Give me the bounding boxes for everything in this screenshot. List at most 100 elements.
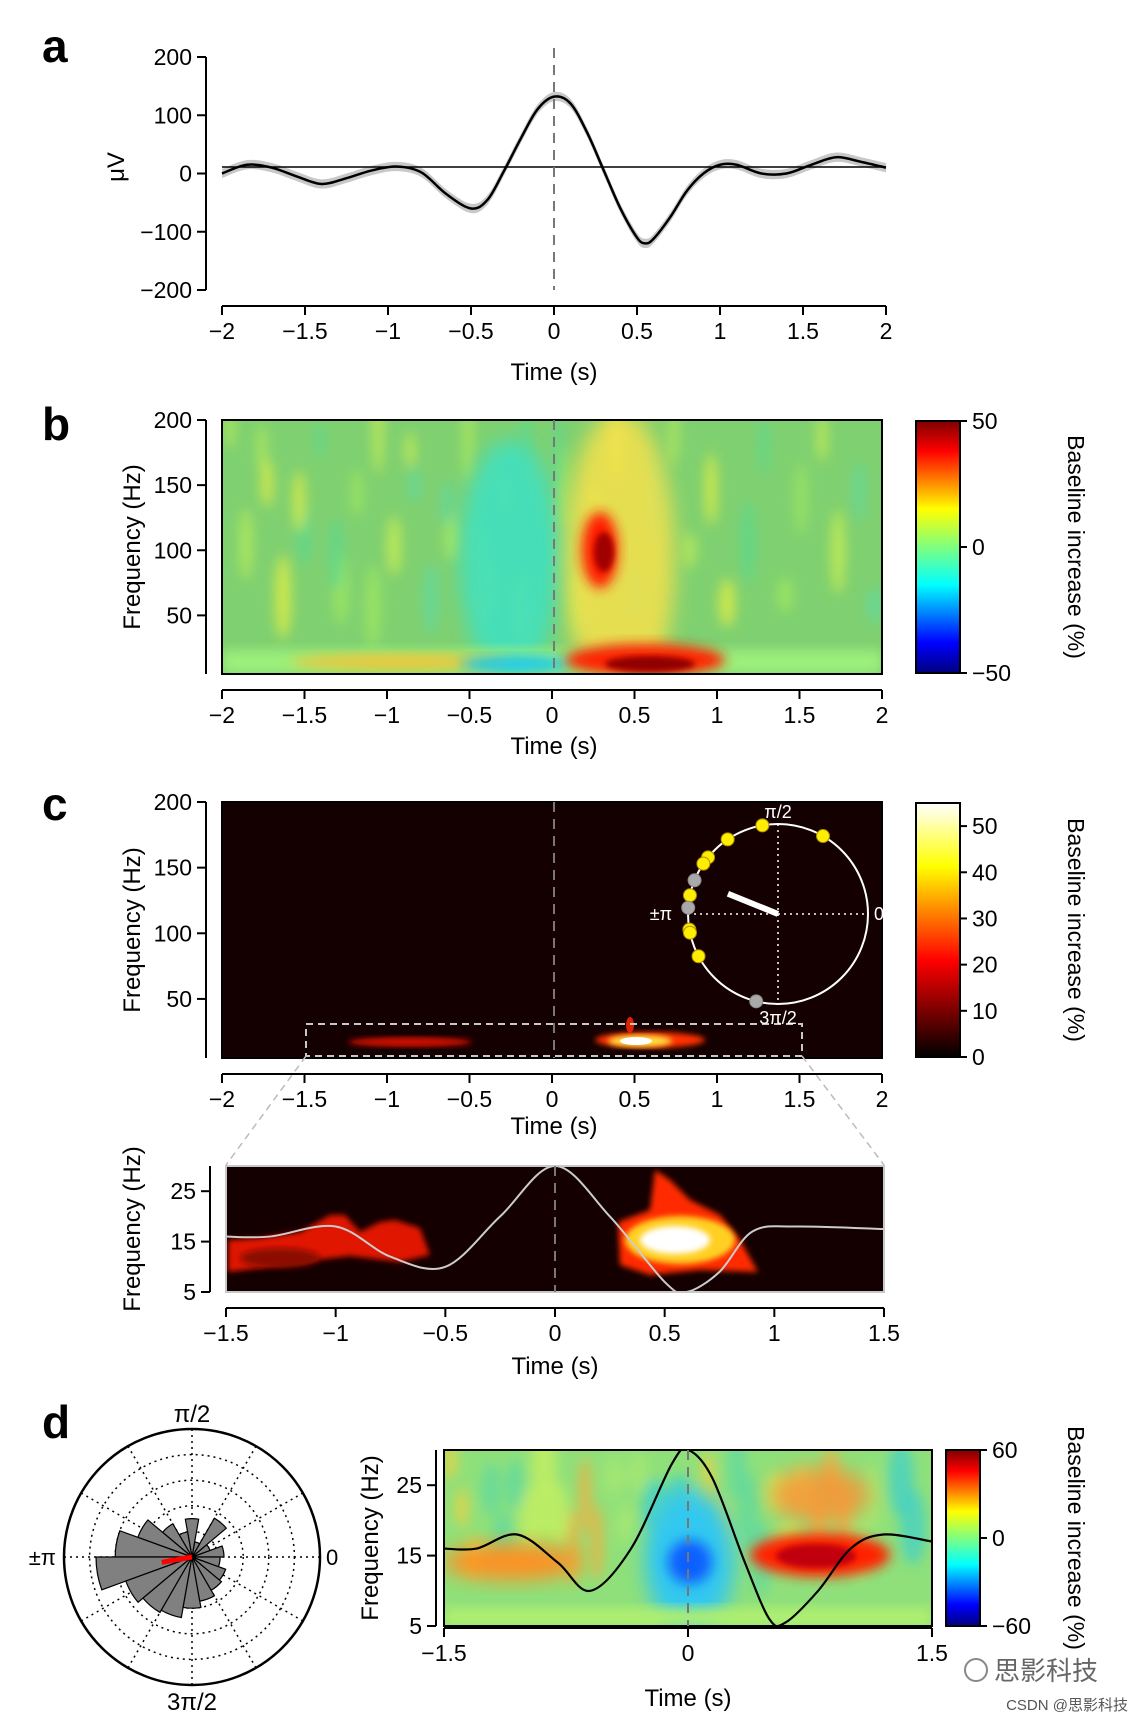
tf-d-x-tick-label: −1.5 <box>421 1640 466 1666</box>
tf-heatmap-b-image <box>222 420 882 674</box>
colorbar-d <box>945 1449 981 1627</box>
tf-b-texture <box>553 420 563 494</box>
tf-c-x-tick-label: 1.5 <box>784 1086 816 1112</box>
tf-b-ylabel: Frequency (Hz) <box>119 464 146 629</box>
tf-c-x-tick-label: −1.5 <box>282 1086 327 1112</box>
tf-b-x-tick-label: 0.5 <box>619 702 651 728</box>
tf-d-x-tick-label: 0 <box>682 1640 695 1666</box>
tf-zoom-x-tick-label: −0.5 <box>423 1320 468 1346</box>
tf-zoom-axes: 25 15 5 −1.5 −1 −0.5 0 0.5 1 1.5 <box>170 1166 900 1346</box>
erp-axes: 200 100 0 −100 −200 −2 −1.5 −1 −0.5 0 0.5 1 1.5 2 <box>140 44 892 344</box>
tf-d-x-tick-label: 1.5 <box>916 1640 948 1666</box>
tf-d-texture <box>455 1488 469 1528</box>
phase-mean-line <box>726 890 780 917</box>
erp-xlabel: Time (s) <box>510 359 597 386</box>
zoom-connector-right <box>801 1055 885 1166</box>
tf-b-x-tick-label: 1.5 <box>784 702 816 728</box>
tf-b-texture <box>405 432 415 468</box>
tf-b-texture <box>817 420 827 462</box>
rose-label-right: 0 <box>326 1545 338 1570</box>
rose-ring <box>140 1505 244 1609</box>
tf-b-texture <box>719 579 735 627</box>
tf-d-texture <box>505 1459 525 1511</box>
rose-bar <box>184 1517 200 1558</box>
colorbar-c-tick-label: 50 <box>972 813 998 839</box>
tf-d-texture <box>543 1482 569 1546</box>
erp-x-tick-label: 2 <box>880 318 893 344</box>
tf-d-overlay-line <box>444 1450 932 1626</box>
tf-b-x-tick-label: −0.5 <box>447 702 492 728</box>
tf-b-texture <box>257 424 267 472</box>
tf-c-x-tick-label: 1 <box>711 1086 724 1112</box>
tf-b-texture <box>351 469 363 517</box>
rose-mean-line <box>161 1554 193 1565</box>
phase-points <box>681 818 830 1009</box>
tf-d-texture <box>900 1489 926 1565</box>
tf-d-axes: 25 15 5−1.5 0 1.5 <box>396 1450 948 1666</box>
tf-b-x-tick-label: −1.5 <box>282 702 327 728</box>
polar-c-label-bottom: 3π/2 <box>759 1008 796 1028</box>
tf-d-ylabel: Frequency (Hz) <box>357 1455 384 1620</box>
tf-b-x-tick-label: 2 <box>876 702 889 728</box>
tf-b-texture <box>293 471 305 531</box>
erp-series-line <box>221 95 887 245</box>
colorbar-c-tick-label: 30 <box>972 905 998 931</box>
tf-d-texture <box>616 1504 636 1544</box>
polar-c-label-right: 0 <box>874 904 884 924</box>
colorbar-c <box>915 802 961 1058</box>
tf-b-texture <box>441 479 453 527</box>
tf-b-texture <box>705 453 717 525</box>
erp-line <box>221 95 887 245</box>
erp-y-tick-label: 100 <box>154 102 192 128</box>
tf-b-texture <box>225 420 235 448</box>
colorbar-c-tick-label: 10 <box>972 998 998 1024</box>
tf-c-y-tick-label: 50 <box>166 986 192 1012</box>
phase-mean-vector <box>726 890 780 917</box>
tf-zoom-x-tick-label: −1.5 <box>203 1320 248 1346</box>
colorbar-b-label: Baseline increase (%) <box>1063 435 1089 659</box>
watermark: 思影科技 CSDN @思影科技 <box>964 1656 1128 1714</box>
tf-d-texture <box>578 1457 592 1533</box>
tf-d-y-tick-label: 25 <box>396 1472 422 1498</box>
rose-bar <box>142 1556 193 1614</box>
colorbar-d-label: Baseline increase (%) <box>1063 1426 1089 1650</box>
polar-c-label-left: ±π <box>650 904 672 924</box>
erp-ylabel: μV <box>103 152 130 182</box>
rose-bar <box>191 1517 228 1558</box>
rose-bar <box>182 1556 202 1609</box>
tf-d-texture <box>481 1463 501 1515</box>
colorbar-b-tick-label: −50 <box>972 660 1011 686</box>
colorbar-b-tick-label: 0 <box>972 534 985 560</box>
erp-y-tick-label: 200 <box>154 44 192 70</box>
tf-b-x-tick-label: −2 <box>209 702 235 728</box>
tf-d-y-tick-label: 15 <box>396 1543 422 1569</box>
rose-bar <box>125 1556 193 1604</box>
erp-x-tick-label: 0 <box>548 318 561 344</box>
tf-b-texture <box>315 422 325 458</box>
tf-c-axes: 200 150 100 50 −2 −1.5 −1 −0.5 0 0.5 1 1.5 2 <box>154 789 889 1112</box>
tf-b-texture <box>853 461 865 521</box>
tf-b-texture <box>741 500 755 584</box>
tf-c-y-tick-label: 100 <box>154 920 192 946</box>
tf-b-texture <box>867 587 882 623</box>
tf-b-texture <box>683 532 697 568</box>
phase-point <box>691 949 706 964</box>
tf-c-x-tick-label: 2 <box>876 1086 889 1112</box>
tf-zoom-x-tick-label: −1 <box>323 1320 349 1346</box>
rose-bars <box>95 1517 228 1619</box>
tf-b-y-tick-label: 50 <box>166 602 192 628</box>
tf-zoom-x-tick-label: 0 <box>549 1320 562 1346</box>
zoom-connector-left <box>225 1055 307 1166</box>
rose-bar <box>191 1556 221 1568</box>
tf-b-texture <box>329 518 343 590</box>
tf-c-y-tick-label: 150 <box>154 855 192 881</box>
tf-c-x-tick-label: −0.5 <box>447 1086 492 1112</box>
tf-heatmap-c-image <box>222 802 882 1058</box>
colorbar-b-ticks: 50 0 −50 <box>960 408 1011 686</box>
rose-bar <box>191 1556 223 1592</box>
tf-d-texture <box>590 1505 604 1581</box>
tf-b-y-tick-label: 100 <box>154 537 192 563</box>
tf-zoom-y-tick-label: 5 <box>183 1279 196 1305</box>
